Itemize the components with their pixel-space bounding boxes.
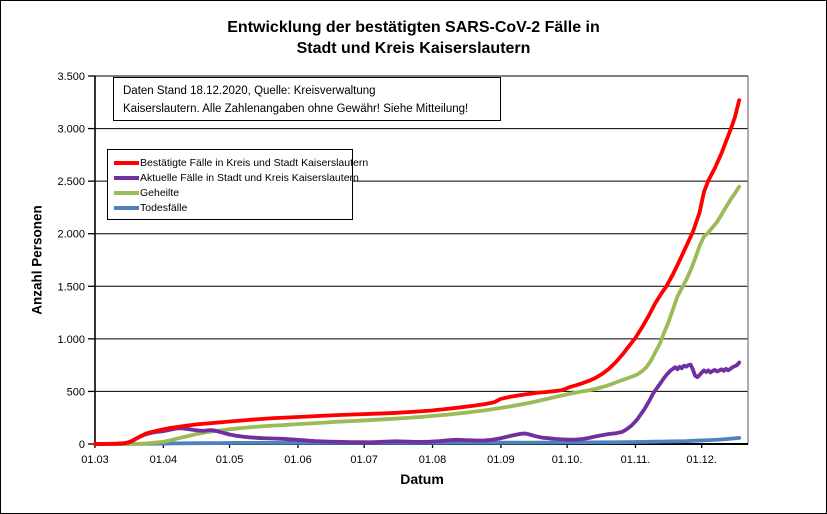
x-axis-tick-label: 01.10. [552, 454, 583, 466]
legend-swatch-confirmed [114, 161, 139, 165]
y-axis-tick-label: 0 [79, 439, 85, 451]
y-axis-tick-label: 500 [67, 386, 85, 398]
x-axis-tick-label: 01.09 [487, 454, 515, 466]
y-axis-tick-label: 2.500 [57, 176, 85, 188]
x-axis-tick-label: 01.06 [284, 454, 312, 466]
legend-label-deaths: Todesfälle [140, 202, 188, 214]
legend-entry-deaths: Todesfälle [114, 201, 348, 215]
x-axis-tick-label: 01.07 [350, 454, 378, 466]
series-line-confirmed [93, 98, 742, 446]
y-axis-tick-label: 1.500 [57, 281, 85, 293]
y-axis-tick-label: 3.000 [57, 124, 85, 136]
legend-entry-active: Aktuelle Fälle in Stadt und Kreis Kaiser… [114, 171, 359, 185]
legend-entry-confirmed: Bestätigte Fälle in Kreis und Stadt Kais… [114, 156, 368, 170]
y-axis-tick-label: 1.000 [57, 334, 85, 346]
legend-entry-recovered: Geheilte [114, 186, 348, 200]
x-axis-tick-label: 01.08 [419, 454, 447, 466]
y-axis-tick-label: 3.500 [57, 71, 85, 83]
x-axis-tick-label: 01.11. [621, 454, 651, 466]
chart-title-line1: Entwicklung der bestätigten SARS-CoV-2 F… [227, 19, 600, 36]
info-box: Daten Stand 18.12.2020, Quelle: Kreisver… [113, 77, 501, 121]
x-axis-title: Datum [400, 471, 444, 487]
series-line-deaths [93, 435, 742, 446]
x-axis-tick-label: 01.04 [150, 454, 178, 466]
legend-swatch-active [114, 176, 139, 180]
info-box-line1: Daten Stand 18.12.2020, Quelle: Kreisver… [123, 85, 376, 97]
x-axis-tick-label: 01.12. [686, 454, 717, 466]
legend-label-confirmed: Bestätigte Fälle in Kreis und Stadt Kais… [140, 157, 369, 169]
y-axis-tick-label: 2.000 [57, 229, 85, 241]
series-line-active [93, 360, 742, 446]
x-axis-tick-label: 01.03 [81, 454, 109, 466]
y-axis-title: Anzahl Personen [29, 205, 45, 315]
legend-swatch-deaths [114, 206, 139, 210]
chart-title-line2: Stadt und Kreis Kaiserslautern [296, 40, 531, 57]
series-line-recovered [93, 184, 742, 446]
legend: Bestätigte Fälle in Kreis und Stadt Kais… [107, 149, 368, 220]
x-axis-tick-label: 01.05 [216, 454, 244, 466]
info-box-line2: Kaiserslautern. Alle Zahlenangaben ohne … [123, 103, 469, 115]
legend-label-recovered: Geheilte [140, 187, 180, 199]
legend-label-active: Aktuelle Fälle in Stadt und Kreis Kaiser… [140, 172, 359, 184]
legend-swatch-recovered [114, 191, 139, 195]
chart-title: Entwicklung der bestätigten SARS-CoV-2 F… [1, 17, 826, 59]
